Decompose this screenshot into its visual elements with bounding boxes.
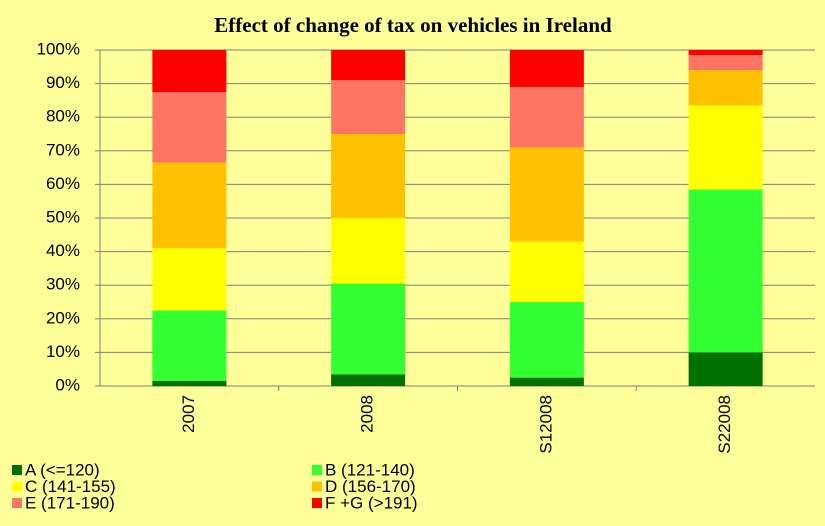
- legend-swatch: [12, 481, 22, 492]
- legend-label: E (171-190): [25, 493, 115, 512]
- chart-title: Effect of change of tax on vehicles in I…: [214, 13, 612, 37]
- legend-label: A (<=120): [25, 460, 100, 479]
- x-tick-label: S12008: [536, 395, 555, 454]
- bar-segment: [688, 50, 763, 56]
- y-tick-label: 60%: [46, 174, 80, 193]
- y-tick-label: 10%: [46, 342, 80, 361]
- y-tick-label: 100%: [37, 39, 80, 58]
- bar-segment: [152, 162, 227, 249]
- y-tick-label: 0%: [55, 375, 80, 394]
- x-tick-label: S22008: [715, 395, 734, 454]
- bar-segment: [152, 50, 227, 92]
- bar-segment: [688, 70, 763, 106]
- bar-segment: [509, 377, 584, 386]
- bar-segment: [688, 55, 763, 71]
- bar-segment: [152, 248, 227, 311]
- y-tick-label: 50%: [46, 207, 80, 226]
- bar-segment: [688, 352, 763, 386]
- legend-swatch: [12, 465, 22, 475]
- bar-segment: [688, 105, 763, 190]
- bar-segment: [688, 189, 763, 353]
- legend-swatch: [312, 498, 322, 508]
- bar-segment: [509, 302, 584, 378]
- bar-segment: [331, 80, 406, 134]
- legend-label: C (141-155): [25, 477, 116, 496]
- legend-swatch: [312, 465, 322, 475]
- legend-label: F +G (>191): [325, 493, 418, 512]
- bar-segment: [509, 241, 584, 302]
- legend-swatch: [12, 498, 22, 508]
- legend-swatch: [312, 481, 322, 492]
- y-tick-label: 80%: [46, 107, 80, 126]
- legend-label: D (156-170): [325, 477, 416, 496]
- x-tick-label: 2007: [179, 395, 198, 433]
- x-tick-label: 2008: [358, 395, 377, 433]
- bar-segment: [509, 86, 584, 148]
- bar-segment: [152, 92, 227, 163]
- bar-segment: [509, 50, 584, 87]
- legend-label: B (121-140): [325, 460, 415, 479]
- bar-segment: [152, 380, 227, 386]
- bar-segment: [331, 374, 406, 386]
- y-tick-label: 20%: [46, 308, 80, 327]
- y-tick-label: 30%: [46, 275, 80, 294]
- bar-segment: [509, 147, 584, 242]
- bar-segment: [331, 134, 406, 218]
- bar-segment: [331, 218, 406, 284]
- y-tick-label: 40%: [46, 241, 80, 260]
- bar-segment: [331, 50, 406, 81]
- bar-segment: [152, 310, 227, 381]
- y-tick-label: 70%: [46, 140, 80, 159]
- bar-segment: [331, 283, 406, 375]
- y-tick-label: 90%: [46, 73, 80, 92]
